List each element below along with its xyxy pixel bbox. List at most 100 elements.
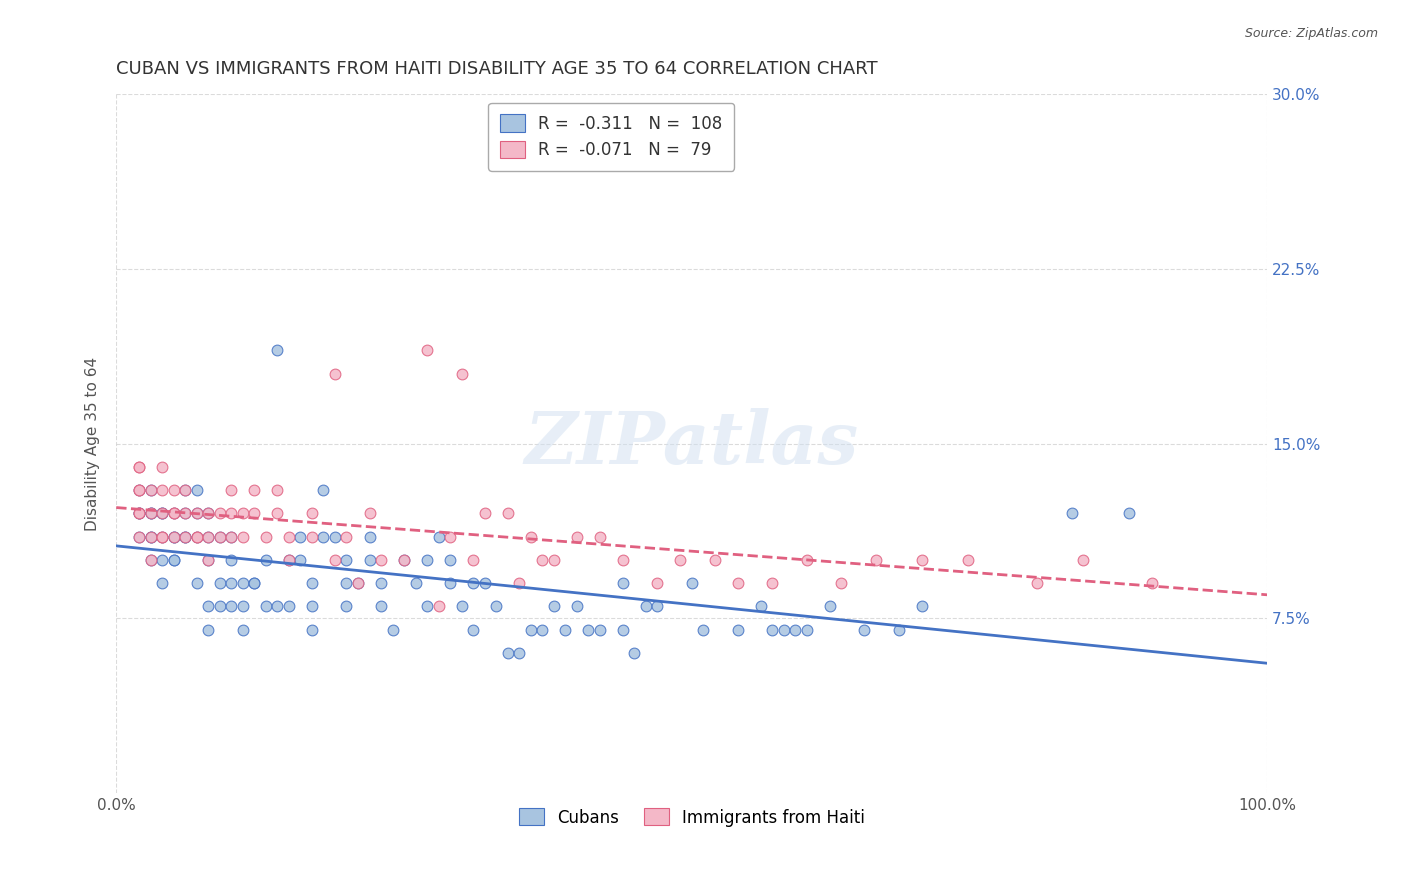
Point [221,507,243,521]
Point [749,599,772,614]
Point [911,553,934,567]
Point [612,553,634,567]
Point [496,507,519,521]
Point [277,599,299,614]
Point [186,507,208,521]
Point [277,553,299,567]
Point [347,576,370,591]
Point [150,459,173,474]
Point [139,553,162,567]
Point [174,483,197,497]
Point [416,553,439,567]
Point [243,483,266,497]
Point [796,553,818,567]
Legend: Cubans, Immigrants from Haiti: Cubans, Immigrants from Haiti [512,802,872,833]
Point [266,343,288,358]
Point [197,553,219,567]
Point [312,483,335,497]
Point [221,483,243,497]
Point [128,459,150,474]
Point [197,507,219,521]
Point [359,507,381,521]
Point [1118,507,1140,521]
Point [450,599,472,614]
Point [266,599,288,614]
Point [128,483,150,497]
Point [645,576,668,591]
Point [565,530,588,544]
Point [208,507,231,521]
Point [221,576,243,591]
Point [139,507,162,521]
Point [416,343,439,358]
Point [174,507,197,521]
Point [1071,553,1094,567]
Point [785,623,807,637]
Point [589,623,612,637]
Point [163,530,186,544]
Point [853,623,876,637]
Point [1142,576,1164,591]
Point [727,623,749,637]
Point [221,530,243,544]
Point [301,530,323,544]
Point [461,576,484,591]
Point [197,599,219,614]
Point [323,553,346,567]
Point [163,507,186,521]
Point [461,553,484,567]
Point [128,483,150,497]
Point [576,623,599,637]
Point [221,599,243,614]
Point [232,576,254,591]
Point [796,623,818,637]
Point [519,530,541,544]
Point [370,576,392,591]
Point [174,483,197,497]
Point [163,553,186,567]
Point [589,530,612,544]
Point [508,576,530,591]
Point [186,530,208,544]
Text: Source: ZipAtlas.com: Source: ZipAtlas.com [1244,27,1378,40]
Point [139,483,162,497]
Point [439,576,461,591]
Point [139,553,162,567]
Point [727,576,749,591]
Point [347,576,370,591]
Point [335,530,357,544]
Point [186,530,208,544]
Point [911,599,934,614]
Point [427,530,450,544]
Point [474,507,496,521]
Text: ZIPatlas: ZIPatlas [524,408,859,479]
Point [128,507,150,521]
Point [208,599,231,614]
Point [243,507,266,521]
Point [163,507,186,521]
Point [543,553,565,567]
Point [761,623,783,637]
Point [290,530,312,544]
Point [865,553,887,567]
Point [150,576,173,591]
Point [531,623,554,637]
Point [761,576,783,591]
Point [139,507,162,521]
Point [612,576,634,591]
Point [208,530,231,544]
Point [243,576,266,591]
Point [128,530,150,544]
Point [186,507,208,521]
Point [359,553,381,567]
Point [197,530,219,544]
Point [301,599,323,614]
Text: CUBAN VS IMMIGRANTS FROM HAITI DISABILITY AGE 35 TO 64 CORRELATION CHART: CUBAN VS IMMIGRANTS FROM HAITI DISABILIT… [117,60,877,78]
Point [565,599,588,614]
Point [174,530,197,544]
Point [312,530,335,544]
Point [543,599,565,614]
Point [197,507,219,521]
Point [128,459,150,474]
Point [335,553,357,567]
